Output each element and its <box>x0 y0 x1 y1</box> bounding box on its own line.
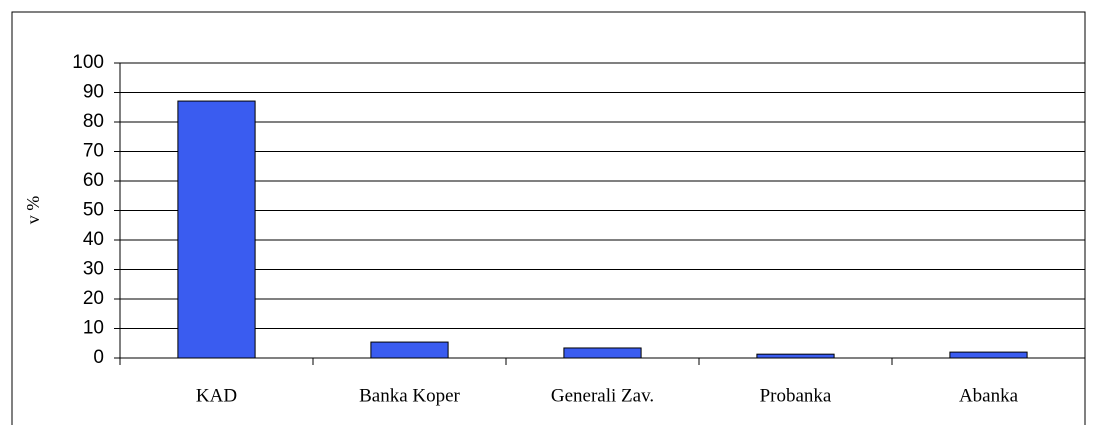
x-tick-label: Abanka <box>959 385 1019 406</box>
x-tick-label: Banka Koper <box>359 385 460 406</box>
y-tick-label: 70 <box>83 141 104 162</box>
y-tick-label: 100 <box>72 52 104 73</box>
y-tick-label: 0 <box>93 347 104 368</box>
x-tick-label: Probanka <box>760 385 832 406</box>
y-tick-label: 10 <box>83 318 104 339</box>
y-tick-label: 40 <box>83 229 104 250</box>
x-tick-label: KAD <box>196 385 237 406</box>
y-tick-label: 80 <box>83 111 104 132</box>
y-tick-label: 90 <box>83 82 104 103</box>
y-tick-label: 30 <box>83 259 104 280</box>
y-tick-label: 20 <box>83 288 104 309</box>
bar <box>949 351 1028 359</box>
bar <box>756 353 835 359</box>
y-axis-label: v % <box>23 196 43 225</box>
frame <box>11 11 1086 425</box>
bar <box>370 341 449 359</box>
y-tick-label: 50 <box>83 200 104 221</box>
bar <box>177 100 256 359</box>
y-tick-label: 60 <box>83 170 104 191</box>
bar <box>563 347 642 359</box>
x-tick-label: Generali Zav. <box>551 385 654 406</box>
